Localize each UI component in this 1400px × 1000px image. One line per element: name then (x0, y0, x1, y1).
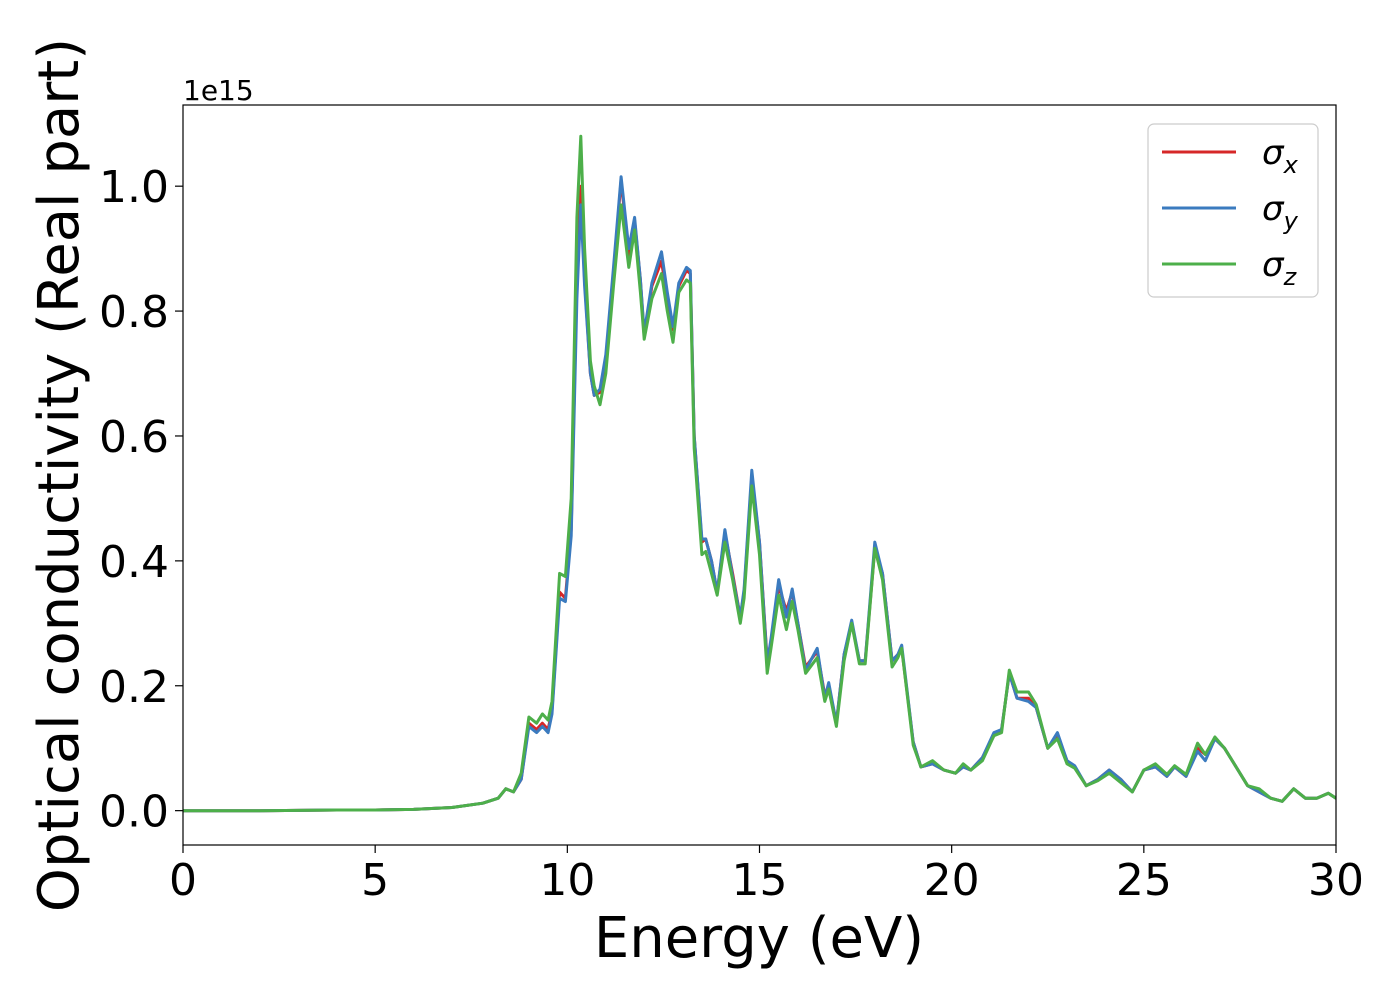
y-offset-label: 1e15 (183, 74, 254, 107)
x-axis-ticks: 0 5 10 15 20 25 30 (169, 845, 1364, 906)
x-tick-label: 5 (361, 855, 389, 906)
x-tick-label: 10 (539, 855, 595, 906)
x-axis-title: Energy (eV) (594, 906, 924, 971)
x-tick-label: 0 (169, 855, 197, 906)
y-axis-ticks: 0.0 0.2 0.4 0.6 0.8 1.0 (99, 162, 183, 838)
x-tick-label: 30 (1308, 855, 1364, 906)
y-axis-title: Optical conductivity (Real part) (27, 38, 92, 912)
series-layer (183, 134, 1336, 813)
x-tick-label: 15 (732, 855, 788, 906)
legend-box (1147, 123, 1319, 298)
x-tick-label: 20 (924, 855, 980, 906)
y-tick-label: 0.2 (99, 662, 169, 713)
series-line-z (183, 134, 1336, 813)
y-tick-label: 0.8 (99, 287, 169, 338)
y-tick-label: 0.6 (99, 412, 169, 463)
x-tick-label: 25 (1116, 855, 1172, 906)
y-tick-label: 0.4 (99, 537, 169, 588)
y-tick-label: 1.0 (99, 162, 169, 213)
y-tick-label: 0.0 (99, 787, 169, 838)
